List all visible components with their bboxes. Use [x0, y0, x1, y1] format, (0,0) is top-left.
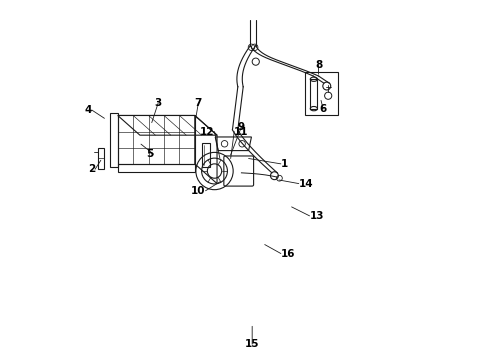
Text: 2: 2 [88, 164, 95, 174]
Text: 1: 1 [281, 159, 288, 169]
Text: 10: 10 [191, 186, 205, 196]
Text: 12: 12 [200, 127, 215, 136]
Text: 7: 7 [195, 98, 202, 108]
Text: 13: 13 [310, 211, 324, 221]
Text: 8: 8 [315, 60, 322, 70]
Text: 5: 5 [147, 149, 153, 159]
Text: 11: 11 [234, 127, 249, 136]
Text: 4: 4 [84, 105, 92, 115]
Text: 15: 15 [245, 339, 259, 349]
Text: 16: 16 [281, 248, 295, 258]
Bar [310, 79, 318, 109]
Text: 3: 3 [154, 98, 162, 108]
Text: 9: 9 [238, 122, 245, 132]
Text: 6: 6 [319, 104, 327, 114]
Text: 14: 14 [299, 179, 314, 189]
Bar [98, 148, 104, 168]
Bar [305, 72, 338, 116]
